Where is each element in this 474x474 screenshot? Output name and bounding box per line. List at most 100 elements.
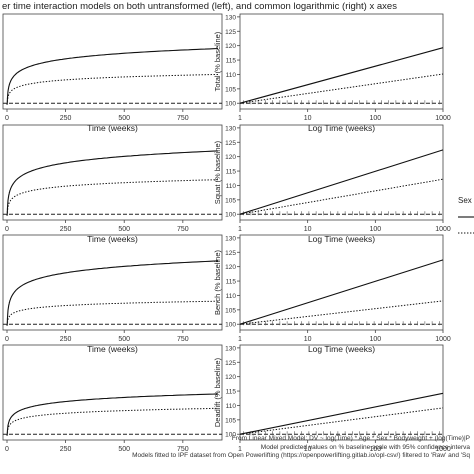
- bench-log-solid-line: [239, 259, 444, 325]
- squat-log-y-tick-label: 120: [225, 154, 236, 161]
- bench-log-y-tick-label: 110: [226, 293, 237, 300]
- squat-log-dotted-line: [239, 178, 444, 215]
- squat-linear-dotted-line: [6, 179, 219, 216]
- bench-log-x-axis-label: Log Time (weeks): [308, 344, 375, 354]
- total-log-y-tick-label: 110: [226, 72, 237, 79]
- squat-log-y-tick-label: 100: [225, 212, 236, 219]
- squat-linear-solid-line: [6, 150, 219, 216]
- bench-log-y-tick-label: 120: [225, 264, 236, 271]
- bench-linear-x-tick-label: 250: [60, 336, 72, 343]
- deadlift-log-y-tick-label: 110: [226, 403, 237, 410]
- total-linear-dotted-line: [6, 74, 218, 105]
- deadlift-linear-solid-line: [6, 393, 219, 436]
- squat-log-solid-line: [239, 149, 444, 215]
- deadlift-log-y-tick-label: 105: [225, 417, 236, 424]
- total-log-y-tick-label: 120: [225, 43, 236, 50]
- deadlift-log-y-tick-label: 130: [225, 345, 236, 352]
- bench-log-y-axis-label: Bench (% baseline): [213, 249, 222, 315]
- deadlift-log-x-tick-label: 1000: [435, 446, 451, 453]
- total-log-x-tick-label: 1: [238, 115, 242, 122]
- squat-linear-x-tick-label: 0: [5, 226, 9, 233]
- total-log-dotted-line: [239, 73, 444, 104]
- squat-log-x-axis-label: Log Time (weeks): [308, 234, 375, 244]
- squat-log-y-tick-label: 130: [225, 125, 236, 132]
- bench-log-y-tick-label: 105: [225, 307, 236, 314]
- total-log-y-tick-label: 100: [225, 101, 236, 108]
- deadlift-log-y-tick-label: 120: [225, 374, 236, 381]
- deadlift-linear-dotted-line: [6, 407, 219, 436]
- squat-linear-panel-frame: [2, 124, 223, 221]
- bench-log-x-tick-label: 100: [369, 336, 381, 343]
- bench-log-dotted-line: [239, 300, 444, 325]
- total-linear-x-tick-label: 750: [177, 115, 189, 122]
- squat-log-x-tick-label: 1: [238, 226, 242, 233]
- squat-log-x-tick-label: 10: [304, 226, 312, 233]
- total-log-x-tick-label: 1000: [435, 115, 451, 122]
- deadlift-log-y-axis-label: Deadlift (% baseline): [213, 357, 222, 427]
- total-log-x-tick-label: 100: [369, 115, 381, 122]
- bench-log-y-tick-label: 115: [226, 279, 237, 286]
- deadlift-log-y-tick-label: 115: [226, 389, 237, 396]
- squat-linear-x-tick-label: 750: [177, 226, 189, 233]
- bench-log-y-tick-label: 125: [225, 250, 236, 257]
- squat-log-y-tick-label: 115: [226, 169, 237, 176]
- caption-model: From Linear Mixed Model: DV ~ log(Time) …: [231, 435, 470, 442]
- caption-source: Models fitted to IPF dataset from Open P…: [132, 452, 470, 459]
- bench-log-panel-frame: [239, 234, 444, 331]
- caption-scale: Model predicted values on % baseline sca…: [260, 444, 470, 451]
- bench-linear-x-tick-label: 750: [177, 336, 189, 343]
- figure-title: er time interaction models on both untra…: [2, 1, 397, 12]
- squat-linear-x-tick-label: 250: [60, 226, 72, 233]
- deadlift-linear-x-tick-label: 0: [5, 446, 9, 453]
- total-linear-x-tick-label: 500: [118, 115, 130, 122]
- bench-linear-panel-frame: [2, 234, 223, 331]
- total-linear-x-axis-label: Time (weeks): [87, 123, 138, 133]
- total-linear-x-tick-label: 250: [60, 115, 72, 122]
- squat-log-panel-frame: [239, 124, 444, 221]
- total-log-y-tick-label: 105: [225, 86, 236, 93]
- deadlift-log-x-tick-label: 1: [238, 446, 242, 453]
- deadlift-log-y-tick-label: 125: [225, 360, 236, 367]
- deadlift-linear-x-tick-label: 750: [177, 446, 189, 453]
- deadlift-log-solid-line: [239, 392, 444, 435]
- bench-linear-x-tick-label: 500: [118, 336, 130, 343]
- deadlift-log-dotted-line: [239, 407, 444, 435]
- squat-log-y-tick-label: 125: [225, 140, 236, 147]
- total-linear-panel-frame: [2, 13, 223, 110]
- bench-log-y-tick-label: 130: [225, 235, 236, 242]
- squat-log-y-tick-label: 110: [226, 183, 237, 190]
- squat-log-y-axis-label: Squat (% baseline): [213, 140, 222, 204]
- bench-log-x-tick-label: 1: [238, 336, 242, 343]
- deadlift-linear-x-tick-label: 250: [60, 446, 72, 453]
- total-log-solid-line: [239, 47, 444, 104]
- legend-title: Sex: [458, 196, 472, 205]
- squat-log-y-tick-label: 105: [225, 197, 236, 204]
- squat-log-x-tick-label: 100: [369, 226, 381, 233]
- total-log-y-tick-label: 115: [226, 58, 237, 65]
- deadlift-log-panel-frame: [239, 344, 444, 441]
- bench-linear-x-tick-label: 0: [5, 336, 9, 343]
- bench-log-x-tick-label: 10: [304, 336, 312, 343]
- total-log-x-axis-label: Log Time (weeks): [308, 123, 375, 133]
- total-log-y-tick-label: 130: [225, 14, 236, 21]
- squat-log-x-tick-label: 1000: [435, 226, 451, 233]
- total-log-x-tick-label: 10: [304, 115, 312, 122]
- total-linear-solid-line: [6, 47, 219, 105]
- bench-linear-x-axis-label: Time (weeks): [87, 344, 138, 354]
- squat-linear-x-tick-label: 500: [118, 226, 130, 233]
- bench-log-x-tick-label: 1000: [435, 336, 451, 343]
- total-log-panel-frame: [239, 13, 444, 110]
- deadlift-log-y-tick-label: 100: [225, 432, 236, 439]
- deadlift-linear-x-tick-label: 500: [118, 446, 130, 453]
- bench-log-y-tick-label: 100: [225, 322, 236, 329]
- squat-linear-x-axis-label: Time (weeks): [87, 234, 138, 244]
- bench-linear-dotted-line: [6, 300, 219, 326]
- total-linear-x-tick-label: 0: [5, 115, 9, 122]
- deadlift-log-x-tick-label: 100: [369, 446, 381, 453]
- total-log-y-tick-label: 125: [225, 29, 236, 36]
- total-log-y-axis-label: Total (% baseline): [213, 31, 222, 91]
- deadlift-linear-panel-frame: [2, 344, 223, 441]
- deadlift-log-x-tick-label: 10: [304, 446, 312, 453]
- bench-linear-solid-line: [6, 260, 219, 326]
